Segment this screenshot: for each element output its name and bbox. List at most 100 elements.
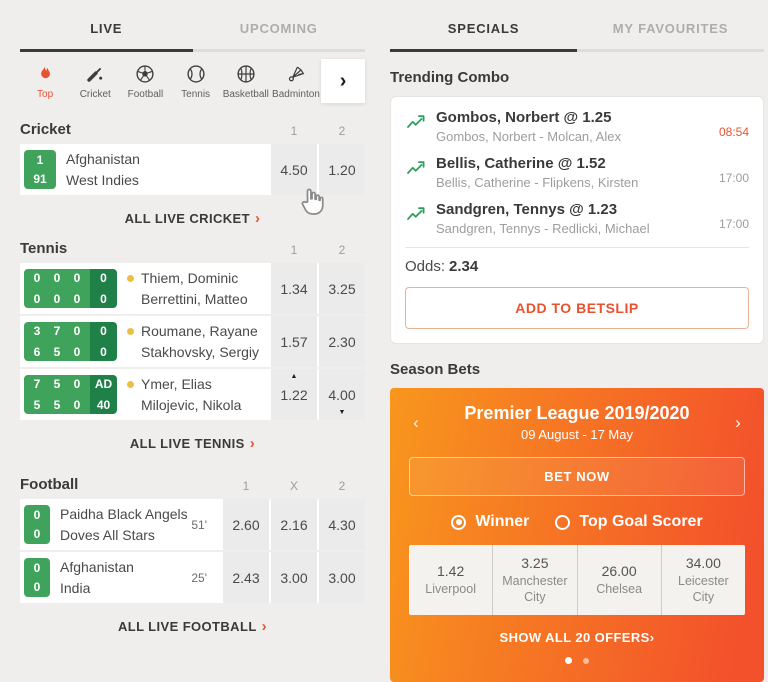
- sports-scroll-right-button[interactable]: ›: [321, 59, 366, 103]
- score-top: 0: [33, 508, 41, 522]
- match-row-football[interactable]: 0 0 Paidha Black Angels Doves All Stars …: [20, 499, 365, 550]
- set-score: 0: [33, 292, 41, 306]
- tennis-icon: [187, 65, 205, 83]
- leg-title: Sandgren, Tennys @ 1.23: [436, 201, 618, 218]
- match-info: 0 0 Paidha Black Angels Doves All Stars …: [20, 499, 221, 550]
- odds-value: 2.34: [449, 258, 479, 275]
- odds-button-2[interactable]: 2.30: [319, 316, 365, 367]
- tab-specials[interactable]: SPECIALS: [390, 10, 577, 52]
- tab-my-favourites[interactable]: MY FAVOURITES: [577, 10, 764, 52]
- set-score: 0: [73, 377, 81, 391]
- sport-filter-cricket[interactable]: Cricket: [70, 62, 120, 100]
- odds-button-1[interactable]: 2.43: [223, 552, 269, 603]
- bet-now-button[interactable]: BET NOW: [409, 457, 745, 496]
- odds-value: 1.22: [280, 386, 308, 403]
- player-name: Milojevic, Nikola: [141, 397, 242, 413]
- match-info: 1 91 Afghanistan West Indies: [20, 144, 269, 195]
- leg-title: Gombos, Norbert @ 1.25: [436, 109, 612, 126]
- sport-filter-football[interactable]: Football: [120, 62, 170, 100]
- sport-filter-basketball[interactable]: Basketball: [221, 62, 271, 100]
- leg-time: 17:00: [718, 217, 749, 231]
- radio-winner[interactable]: Winner: [451, 513, 529, 531]
- sport-filter-top[interactable]: Top: [20, 62, 70, 100]
- offer-leicester-city[interactable]: 34.00 Leicester City: [662, 545, 745, 615]
- radio-top-goal-scorer[interactable]: Top Goal Scorer: [555, 513, 703, 531]
- carousel-next-button[interactable]: ›: [735, 412, 741, 432]
- odds-button-2[interactable]: 3.25: [319, 263, 365, 314]
- offer-liverpool[interactable]: 1.42 Liverpool: [409, 545, 494, 616]
- chevron-right-icon: ›: [649, 630, 655, 646]
- market-options: Winner Top Goal Scorer: [406, 513, 748, 531]
- odds-button-1[interactable]: 2.60: [223, 499, 269, 550]
- set-score: 5: [53, 377, 61, 391]
- column-header-2: 2: [338, 124, 346, 138]
- score-top: 1: [36, 153, 44, 167]
- odds-trend-up-icon: ▲: [290, 373, 298, 380]
- tab-upcoming[interactable]: UPCOMING: [192, 10, 365, 52]
- game-score: AD: [94, 377, 113, 391]
- odds-button-1[interactable]: 4.50: [271, 144, 317, 195]
- leg-time: 17:00: [718, 171, 749, 185]
- offer-team: Chelsea: [596, 581, 643, 596]
- offer-chelsea[interactable]: 26.00 Chelsea: [578, 545, 662, 616]
- link-label: ALL LIVE TENNIS: [129, 436, 245, 451]
- show-all-offers-link[interactable]: SHOW ALL 20 OFFERS›: [406, 630, 748, 645]
- trend-up-icon: [407, 115, 425, 128]
- odds-button-1[interactable]: 1.57: [271, 316, 317, 367]
- score-top: 0: [33, 561, 41, 575]
- match-row-cricket[interactable]: 1 91 Afghanistan West Indies 4.50 1.20: [20, 144, 365, 195]
- odds-button-x[interactable]: 3.00: [271, 552, 317, 603]
- offer-odds: 3.25: [521, 555, 549, 571]
- odds-value: 4.00: [328, 386, 356, 403]
- sport-filter-tennis[interactable]: Tennis: [171, 62, 221, 100]
- player-name: Roumane, Rayane: [141, 323, 258, 339]
- leg-time: 08:54: [718, 125, 749, 139]
- add-to-betslip-button[interactable]: ADD TO BETSLIP: [405, 287, 749, 329]
- score-box: 1 91: [24, 150, 56, 189]
- all-live-cricket-link[interactable]: ALL LIVE CRICKET ›: [20, 210, 365, 227]
- set-score: 5: [33, 398, 41, 412]
- leg-body: Sandgren, Tennys @ 1.23 Sandgren, Tennys…: [436, 201, 719, 236]
- carousel-prev-button[interactable]: ‹: [413, 412, 419, 432]
- leg-subtitle: Sandgren, Tennys - Redlicki, Michael: [436, 221, 650, 236]
- odds-button-1[interactable]: ▲ 1.22: [271, 369, 317, 420]
- set-score: 0: [53, 292, 61, 306]
- team-names: Afghanistan West Indies: [66, 151, 263, 188]
- match-row-football[interactable]: 0 0 Afghanistan India 25' 2.43 3.00 3.00: [20, 552, 365, 603]
- odds-button-2[interactable]: 3.00: [319, 552, 365, 603]
- tab-live[interactable]: LIVE: [20, 10, 193, 52]
- all-live-tennis-link[interactable]: ALL LIVE TENNIS ›: [20, 435, 365, 452]
- odds-button-x[interactable]: 2.16: [271, 499, 317, 550]
- carousel-dot-active[interactable]: [565, 657, 572, 665]
- odds-button-1[interactable]: 1.34: [271, 263, 317, 314]
- trend-up-icon: [407, 207, 425, 220]
- football-icon: [136, 65, 154, 83]
- sport-label: Basketball: [222, 89, 269, 100]
- season-bets-heading: Season Bets: [390, 361, 481, 378]
- cricket-icon: [87, 68, 103, 82]
- odds-button-2[interactable]: 1.20: [319, 144, 365, 195]
- sports-filter-row: Top Cricket Football Tennis Basketball B…: [20, 52, 366, 108]
- carousel-dot[interactable]: [583, 657, 589, 664]
- team-names: Afghanistan India: [60, 559, 181, 596]
- set-score: 6: [33, 345, 41, 359]
- column-header-1: 1: [242, 479, 250, 493]
- player-names: Roumane, Rayane Stakhovsky, Sergiy: [127, 323, 263, 360]
- match-minute: 51': [191, 517, 207, 532]
- column-header-1: 1: [290, 124, 298, 138]
- odds-button-2[interactable]: 4.30: [319, 499, 365, 550]
- offer-manchester-city[interactable]: 3.25 Manchester City: [493, 545, 578, 616]
- left-tab-bar: LIVE UPCOMING: [20, 10, 365, 52]
- sport-filter-badminton[interactable]: Badminton: [271, 62, 321, 100]
- sport-label: Badminton: [272, 89, 320, 100]
- chevron-right-icon: ›: [339, 69, 347, 92]
- all-live-football-link[interactable]: ALL LIVE FOOTBALL ›: [20, 618, 365, 635]
- offer-odds: 34.00: [685, 555, 721, 571]
- season-bets-card: ‹ Premier League 2019/2020 09 August - 1…: [390, 388, 764, 682]
- odds-button-2[interactable]: 4.00 ▼: [319, 369, 365, 420]
